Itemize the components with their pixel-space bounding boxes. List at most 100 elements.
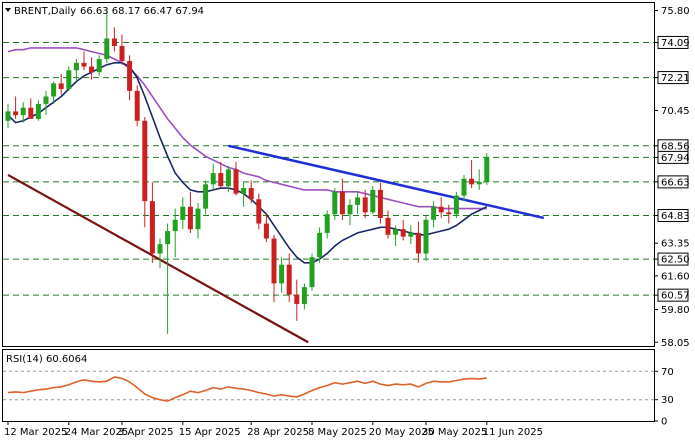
rsi-tick-label: 30 [661, 395, 674, 406]
candle-body [187, 206, 193, 230]
candle-40 [309, 253, 315, 291]
ohlc-values: 66.63 68.17 66.47 67.94 [80, 6, 204, 17]
candle-body [484, 157, 490, 182]
candle-body [180, 206, 186, 220]
y-tick-label: 70.45 [661, 106, 690, 117]
candle-47 [362, 189, 368, 218]
candle-body [324, 214, 330, 233]
candle-59 [453, 191, 459, 218]
candle-27 [210, 163, 216, 190]
candle-body [453, 195, 459, 215]
candle-body [149, 201, 155, 254]
candle-body [142, 120, 148, 202]
candle-62 [476, 169, 482, 190]
candle-body [165, 231, 171, 245]
candle-body [66, 70, 72, 89]
y-tick-label: 58.05 [661, 338, 690, 349]
candle-body [461, 178, 467, 196]
rsi-line [7, 376, 487, 402]
candle-63 [484, 153, 490, 185]
candle-body [446, 212, 452, 215]
y-level-box [657, 252, 689, 266]
slow-moving-average-line [7, 47, 487, 210]
candle-body [400, 229, 406, 237]
candle-body [195, 208, 201, 230]
candle-body [271, 238, 277, 284]
candle-20 [157, 238, 163, 269]
candle-2 [20, 102, 26, 123]
main-panel-frame [2, 2, 655, 347]
candle-body [225, 169, 231, 187]
candle-12 [96, 55, 102, 76]
candle-18 [142, 117, 148, 228]
candle-15 [119, 34, 125, 65]
y-tick-label: 60.57 [661, 291, 690, 302]
candle-54 [415, 221, 421, 263]
candle-body [89, 66, 95, 73]
candle-body [134, 90, 140, 121]
candle-1 [13, 96, 19, 119]
candle-body [96, 59, 102, 73]
candle-body [294, 294, 300, 304]
moving-averages [7, 47, 488, 264]
candle-61 [469, 160, 475, 189]
candle-9 [73, 59, 79, 82]
candle-body [35, 103, 41, 119]
x-tick-label: 20 May 2025 [369, 427, 434, 438]
y-tick-label: 74.09 [661, 38, 690, 49]
candle-body [476, 181, 482, 185]
candle-body [408, 232, 414, 237]
y-level-box [657, 209, 689, 223]
candle-body [355, 197, 361, 205]
chart-header: BRENT,Daily 66.63 68.17 66.47 67.94 [5, 6, 204, 17]
candle-22 [172, 208, 178, 258]
candle-23 [180, 197, 186, 230]
candle-body [119, 45, 125, 61]
candle-body [13, 111, 19, 116]
candle-11 [89, 57, 95, 80]
candle-body [339, 191, 345, 215]
candle-36 [279, 257, 285, 293]
candle-body [332, 191, 338, 215]
y-tick-label: 66.63 [661, 177, 690, 188]
candle-body [218, 173, 224, 187]
candle-body [393, 229, 399, 235]
candle-body [415, 232, 421, 254]
candle-49 [377, 182, 383, 224]
y-tick-label: 59.80 [661, 305, 690, 316]
candle-body [20, 107, 26, 116]
candle-body [210, 173, 216, 185]
candle-body [347, 204, 353, 215]
candle-31 [241, 182, 247, 207]
candle-52 [400, 219, 406, 241]
rsi-indicator: 70 30 0 [3, 367, 674, 428]
x-tick-label: 3 Apr 2025 [118, 427, 173, 438]
candle-body [377, 189, 383, 218]
x-tick-label: 30 May 2025 [422, 427, 487, 438]
candle-body [309, 257, 315, 288]
candle-body [51, 83, 57, 97]
candle-body [111, 38, 117, 46]
candle-34 [263, 214, 269, 243]
candle-41 [317, 227, 323, 263]
candle-51 [393, 225, 399, 246]
candle-body [370, 189, 376, 213]
y-tick-label: 68.56 [661, 141, 690, 152]
y-tick-label: 72.21 [661, 73, 690, 84]
candle-body [317, 232, 323, 258]
candle-32 [248, 180, 254, 204]
x-tick-label: 28 Apr 2025 [247, 427, 309, 438]
y-tick-label: 62.50 [661, 255, 690, 266]
candle-25 [195, 203, 201, 239]
candle-56 [431, 201, 437, 228]
candle-17 [134, 85, 140, 127]
rsi-tick-label: 70 [661, 367, 674, 378]
candle-26 [203, 180, 209, 215]
candle-7 [58, 74, 64, 95]
collapse-triangle-icon[interactable] [5, 8, 11, 12]
candle-body [256, 199, 262, 224]
symbol-label: BRENT,Daily [14, 6, 76, 17]
candle-body [286, 264, 292, 295]
